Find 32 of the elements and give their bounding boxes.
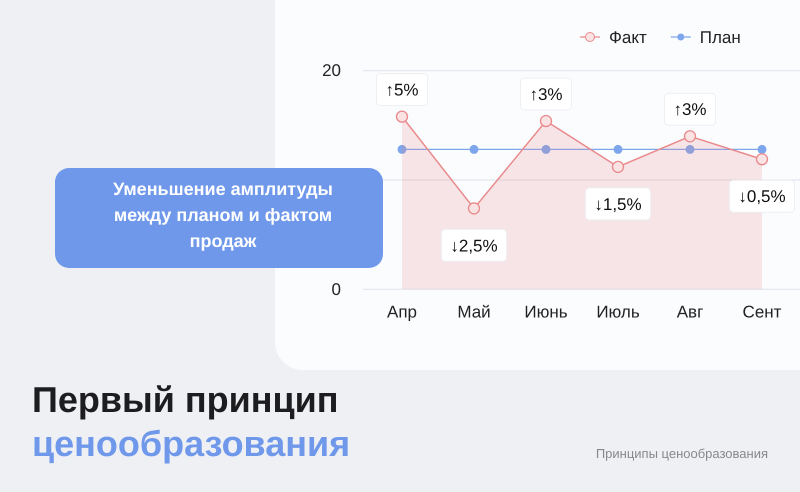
annotation: ↓0,5% (738, 187, 786, 206)
x-tick-label: Сент (742, 302, 782, 322)
y-tick-label: 20 (322, 61, 341, 80)
point (470, 144, 478, 154)
x-tick-label: Июнь (524, 302, 568, 322)
point (756, 153, 768, 166)
text: Принципы ценообразования (596, 446, 768, 461)
point (686, 144, 694, 154)
point (540, 114, 552, 128)
point (758, 144, 766, 154)
point (542, 144, 550, 154)
text: Уменьшение амплитуды между планом и фактом продаж (113, 179, 333, 251)
point (612, 160, 624, 174)
point (684, 130, 696, 142)
point (398, 144, 406, 154)
point (468, 202, 480, 215)
y-tick-label: 0 (332, 280, 341, 299)
legend-label: Факт (609, 28, 648, 47)
annotation: ↓1,5% (594, 194, 642, 214)
x-tick-label: Апр (387, 302, 417, 322)
text: ценообразования (32, 423, 350, 464)
legend-label: План (700, 28, 741, 47)
text: Первый принцип (32, 379, 339, 420)
point (396, 110, 408, 123)
x-tick-label: Июль (596, 302, 640, 322)
annotation: ↑3% (673, 100, 707, 120)
annotation: ↓2,5% (450, 236, 498, 256)
annotation: ↑3% (529, 84, 563, 104)
annotation: ↑5% (385, 80, 419, 100)
x-tick-label: Авг (676, 302, 704, 322)
point (614, 144, 622, 154)
x-tick-label: Май (457, 302, 491, 322)
